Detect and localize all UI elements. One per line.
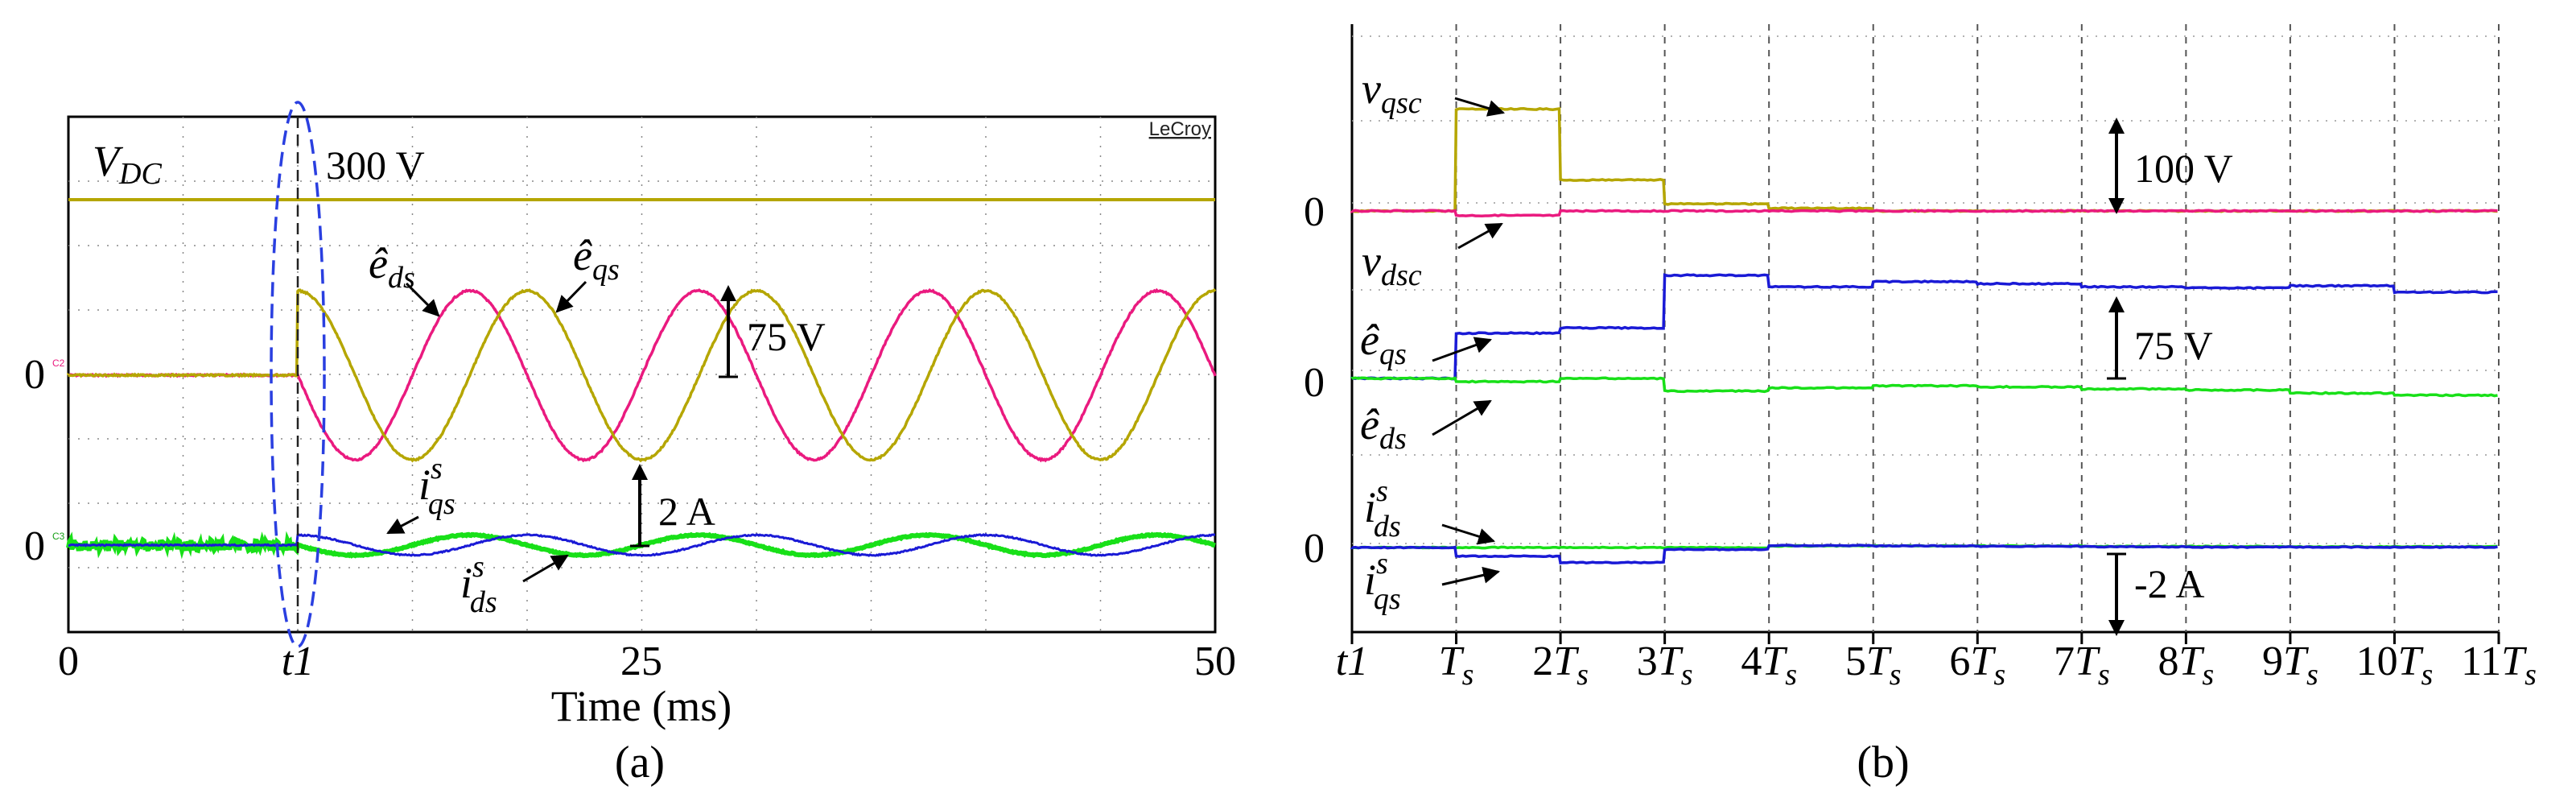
- eqs-label: êqs: [573, 231, 620, 287]
- zero-level-label-b-3: 0: [1304, 526, 1325, 572]
- iqs-label-b: is qs: [1364, 547, 1401, 616]
- x-tick-label-b: t1: [1336, 639, 1368, 684]
- iqs-trace: [68, 532, 1216, 557]
- vqsc-trace: [1350, 106, 2498, 213]
- vdc-label: VDC: [93, 137, 162, 191]
- scale-75v-label: 75 V: [747, 314, 826, 359]
- panel-a: LeCroy C2 C3 0 0 VDC 300 V êds êqs 75 V: [24, 101, 1236, 787]
- panel-b: 0 0 0 vqsc vdsc êqs êds is ds is qs: [1304, 24, 2537, 787]
- eds-arrow-b: [1432, 399, 1492, 436]
- x-tick-t1: t1: [282, 639, 314, 684]
- traces-b: [1350, 106, 2498, 564]
- eqs-trace: [67, 287, 1217, 463]
- zero-level-label-b-2: 0: [1304, 360, 1325, 406]
- channel-tag-c3: C3: [52, 531, 65, 542]
- eqs-trace-b: [1350, 273, 2498, 381]
- x-tick-label-b: 2Ts: [1532, 639, 1589, 692]
- grid-b: [1352, 24, 2500, 632]
- iqs-arrow: [386, 515, 419, 535]
- zero-level-label-voltage: 0: [24, 352, 45, 398]
- x-axis-label-a: Time (ms): [551, 682, 732, 730]
- x-tick-label-b: 7Ts: [2054, 639, 2110, 692]
- x-tick-label-b: 5Ts: [1845, 639, 1902, 692]
- x-tick-0: 0: [58, 639, 79, 684]
- ids-arrow-b: [1441, 523, 1496, 545]
- eqs-arrow: [555, 280, 587, 313]
- t1-highlight-ellipse: [270, 101, 326, 648]
- vqsc-arrow: [1454, 97, 1506, 117]
- zero-level-label-current: 0: [24, 523, 45, 569]
- iqs-trace-b: [1350, 544, 2498, 564]
- panel-label-b: (b): [1857, 738, 1909, 787]
- ids-arrow: [522, 554, 569, 583]
- eds-trace-b: [1350, 376, 2498, 398]
- iqs-arrow-b: [1441, 566, 1501, 586]
- x-tick-label-b: 9Ts: [2262, 639, 2318, 692]
- x-tick-label-b: Ts: [1439, 639, 1474, 692]
- vendor-label: LeCroy: [1149, 118, 1211, 140]
- x-tick-label-b: 10Ts: [2356, 639, 2434, 692]
- ids-label-b: is ds: [1364, 474, 1401, 544]
- vdsc-label: vdsc: [1362, 237, 1422, 292]
- x-tick-label-b: 6Ts: [1949, 639, 2005, 692]
- scale-2a-label: 2 A: [658, 489, 715, 534]
- scale-100v-label: 100 V: [2134, 146, 2233, 191]
- x-tick-25: 25: [620, 639, 662, 684]
- channel-tag-c2: C2: [52, 358, 65, 369]
- x-tick-label-b: 11Ts: [2461, 639, 2537, 692]
- eds-label-b: êds: [1360, 400, 1407, 456]
- panel-label-a: (a): [615, 738, 665, 787]
- zero-level-label-b-1: 0: [1304, 189, 1325, 235]
- iqs-label: is qs: [418, 452, 455, 521]
- x-tick-label-b: 4Ts: [1741, 639, 1797, 692]
- eqs-arrow-b: [1432, 337, 1492, 362]
- vdc-value-label: 300 V: [326, 143, 425, 188]
- x-tick-50: 50: [1194, 639, 1236, 684]
- vqsc-label: vqsc: [1362, 64, 1422, 120]
- vdsc-arrow: [1457, 222, 1503, 250]
- vdsc-trace: [1350, 209, 2498, 217]
- x-tick-label-b: 8Ts: [2158, 639, 2215, 692]
- x-ticks-b: t1 Ts 2Ts 3Ts 4Ts 5Ts 6Ts 7Ts 8Ts 9Ts 10Ts 11Ts: [1336, 632, 2537, 692]
- ids-label: is ds: [460, 550, 497, 619]
- scale-2a-label-b: -2 A: [2134, 561, 2205, 606]
- eqs-label-b: êqs: [1360, 316, 1407, 371]
- scale-75v-label-b: 75 V: [2134, 323, 2213, 368]
- x-tick-label-b: 3Ts: [1637, 639, 1693, 692]
- eds-arrow: [405, 282, 440, 317]
